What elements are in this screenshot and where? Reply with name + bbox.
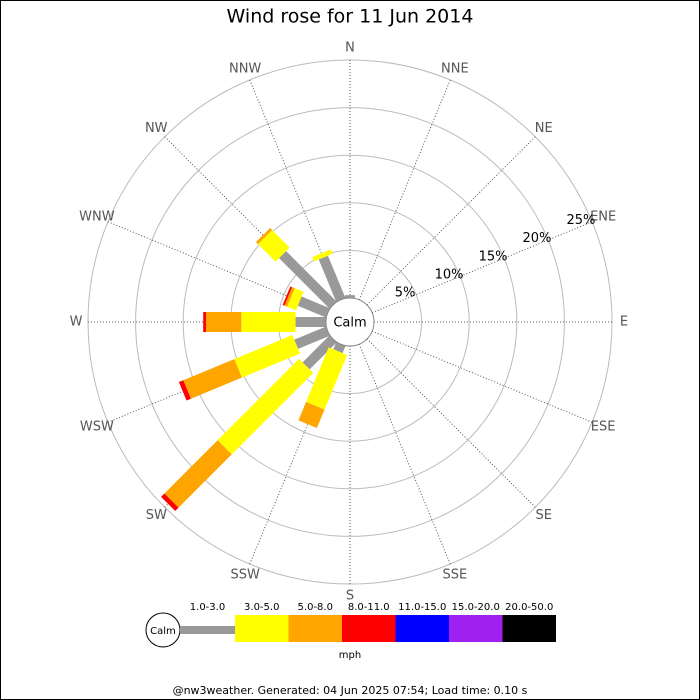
bar-segment (217, 358, 314, 455)
bar-segment (312, 249, 333, 262)
bar-segment (294, 326, 330, 349)
direction-label: N (345, 41, 355, 56)
r-tick-label: 5% (395, 286, 416, 301)
legend-swatch (288, 615, 342, 642)
spoke (371, 221, 593, 314)
bar-segment (241, 312, 296, 332)
legend-label: 8.0-11.0 (348, 602, 390, 613)
legend-swatch (395, 615, 449, 642)
chart-title: Wind rose for 11 Jun 2014 (227, 6, 474, 28)
direction-label: SE (536, 508, 552, 523)
direction-label: WNW (79, 210, 115, 225)
legend-label: 3.0-5.0 (244, 602, 279, 613)
calm-label: Calm (333, 316, 366, 331)
direction-label: NNW (229, 61, 261, 76)
grid-ring (135, 107, 565, 537)
bar-segment (284, 287, 295, 307)
legend-swatch (502, 615, 556, 642)
legend: 1.0-3.0 3.0-5.0 5.0-8.0 8.0-11.0 11.0-15.0 15… (145, 602, 556, 648)
bars (161, 227, 355, 511)
direction-label: W (70, 315, 83, 330)
bar-segment (178, 380, 191, 401)
direction-label: SSW (230, 568, 260, 583)
bar-segment (345, 295, 355, 298)
bar-segment (298, 401, 325, 429)
legend-swatch (235, 615, 289, 642)
r-tick-label: 25% (567, 213, 596, 228)
spoke (358, 79, 451, 301)
direction-label: WSW (80, 419, 114, 434)
bar-segment (287, 288, 304, 311)
calm-circle (325, 297, 375, 347)
bar-segment (318, 255, 346, 302)
direction-label: E (620, 315, 628, 330)
bar-segment (282, 286, 293, 306)
direction-label: SW (146, 508, 167, 523)
spoke (358, 343, 451, 565)
r-tick-label: 15% (479, 249, 508, 264)
bar-segment (234, 335, 300, 378)
grid-ring (182, 154, 518, 490)
legend-label: 15.0-20.0 (452, 602, 500, 613)
bar-segment (302, 335, 337, 370)
direction-label: S (346, 589, 354, 604)
bar-segment (183, 359, 242, 399)
bar-segment (161, 493, 179, 511)
direction-label: ESE (591, 419, 616, 434)
legend-swatch (342, 615, 396, 642)
bar-segment (255, 227, 273, 245)
r-tick-label: 20% (523, 231, 552, 246)
bar-segment (203, 312, 207, 332)
legend-calm: Calm (150, 626, 176, 637)
legend-swatch (449, 615, 503, 642)
legend-swatch (180, 626, 235, 634)
spoke (371, 330, 593, 423)
legend-label: 20.0-50.0 (505, 602, 553, 613)
footer: @nw3weather. Generated: 04 Jun 2025 07:5… (173, 684, 528, 697)
bar-segment (297, 296, 330, 318)
legend-unit: mph (339, 650, 361, 661)
r-tick-label: 10% (435, 267, 464, 282)
bar-segment (306, 347, 348, 410)
direction-label: NE (535, 121, 553, 136)
bar-segment (295, 317, 326, 327)
spoke (366, 338, 536, 508)
direction-label: NNE (441, 61, 469, 76)
legend-label: 11.0-15.0 (398, 602, 446, 613)
bar-segment (206, 312, 242, 332)
bar-segment (164, 440, 232, 508)
spoke (366, 136, 536, 306)
bar-segment (279, 251, 337, 309)
bar-segment (257, 229, 290, 262)
legend-label: 5.0-8.0 (298, 602, 333, 613)
direction-label: NW (145, 121, 168, 136)
direction-label: ENE (590, 210, 616, 225)
legend-label: 1.0-3.0 (190, 602, 225, 613)
direction-label: SSE (442, 568, 467, 583)
